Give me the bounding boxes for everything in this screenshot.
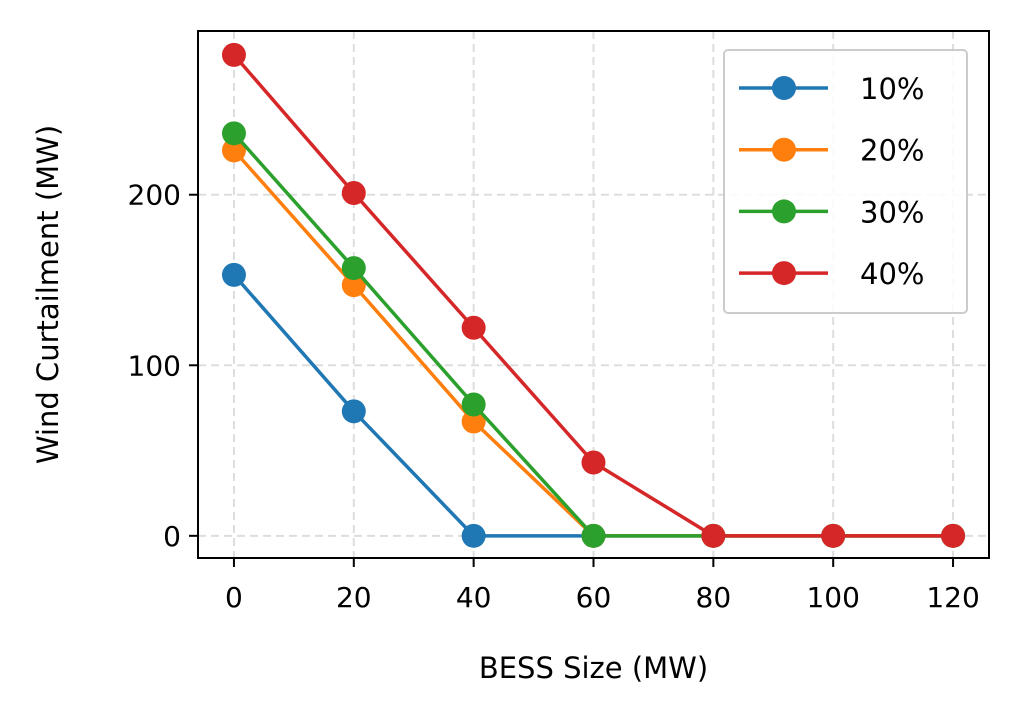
data-point <box>701 523 726 548</box>
legend-label: 30% <box>860 195 924 229</box>
data-point <box>221 262 246 287</box>
legend-marker <box>772 199 796 224</box>
legend-marker <box>772 261 796 286</box>
legend-item: 20% <box>739 134 924 168</box>
x-tick-label: 60 <box>576 581 612 614</box>
data-point <box>821 523 846 548</box>
legend-label: 10% <box>860 72 924 106</box>
y-tick-label: 0 <box>163 520 181 553</box>
x-tick-label: 20 <box>336 581 372 614</box>
data-point <box>461 523 486 548</box>
legend-marker <box>772 137 796 162</box>
data-point <box>581 523 606 548</box>
x-tick-label: 80 <box>696 581 732 614</box>
legend-label: 20% <box>860 134 924 168</box>
series-line <box>232 273 954 538</box>
y-tick-label: 100 <box>128 349 181 382</box>
legend-label: 40% <box>860 257 924 291</box>
x-tick-label: 100 <box>806 581 859 614</box>
data-point <box>941 523 966 548</box>
y-tick-label: 200 <box>128 179 181 212</box>
data-point <box>581 450 606 475</box>
legend-item: 10% <box>739 72 924 106</box>
x-tick-label: 120 <box>926 581 979 614</box>
x-tick-label: 40 <box>456 581 492 614</box>
series-40% <box>221 42 966 548</box>
y-axis-label: Wind Curtailment (MW) <box>31 125 65 464</box>
data-point <box>341 181 366 206</box>
series-layer <box>221 42 966 548</box>
legend-box <box>723 49 968 314</box>
legend-item: 40% <box>739 257 924 291</box>
data-point <box>341 256 366 281</box>
legend-item: 30% <box>739 195 924 229</box>
data-point <box>221 121 246 146</box>
legend-marker <box>772 76 796 100</box>
data-point <box>221 138 246 163</box>
x-tick-label: 0 <box>225 581 243 614</box>
legend: 10% 20% 30% 40% <box>723 49 968 314</box>
tick-layer: 0 20 40 60 80 100 120 0 100 200 <box>128 179 980 614</box>
data-point <box>461 409 486 434</box>
data-point <box>341 399 366 424</box>
x-axis-label: BESS Size (MW) <box>479 651 708 685</box>
data-point <box>461 392 486 417</box>
data-point <box>341 273 366 298</box>
data-point <box>461 315 486 340</box>
data-point <box>221 42 246 67</box>
